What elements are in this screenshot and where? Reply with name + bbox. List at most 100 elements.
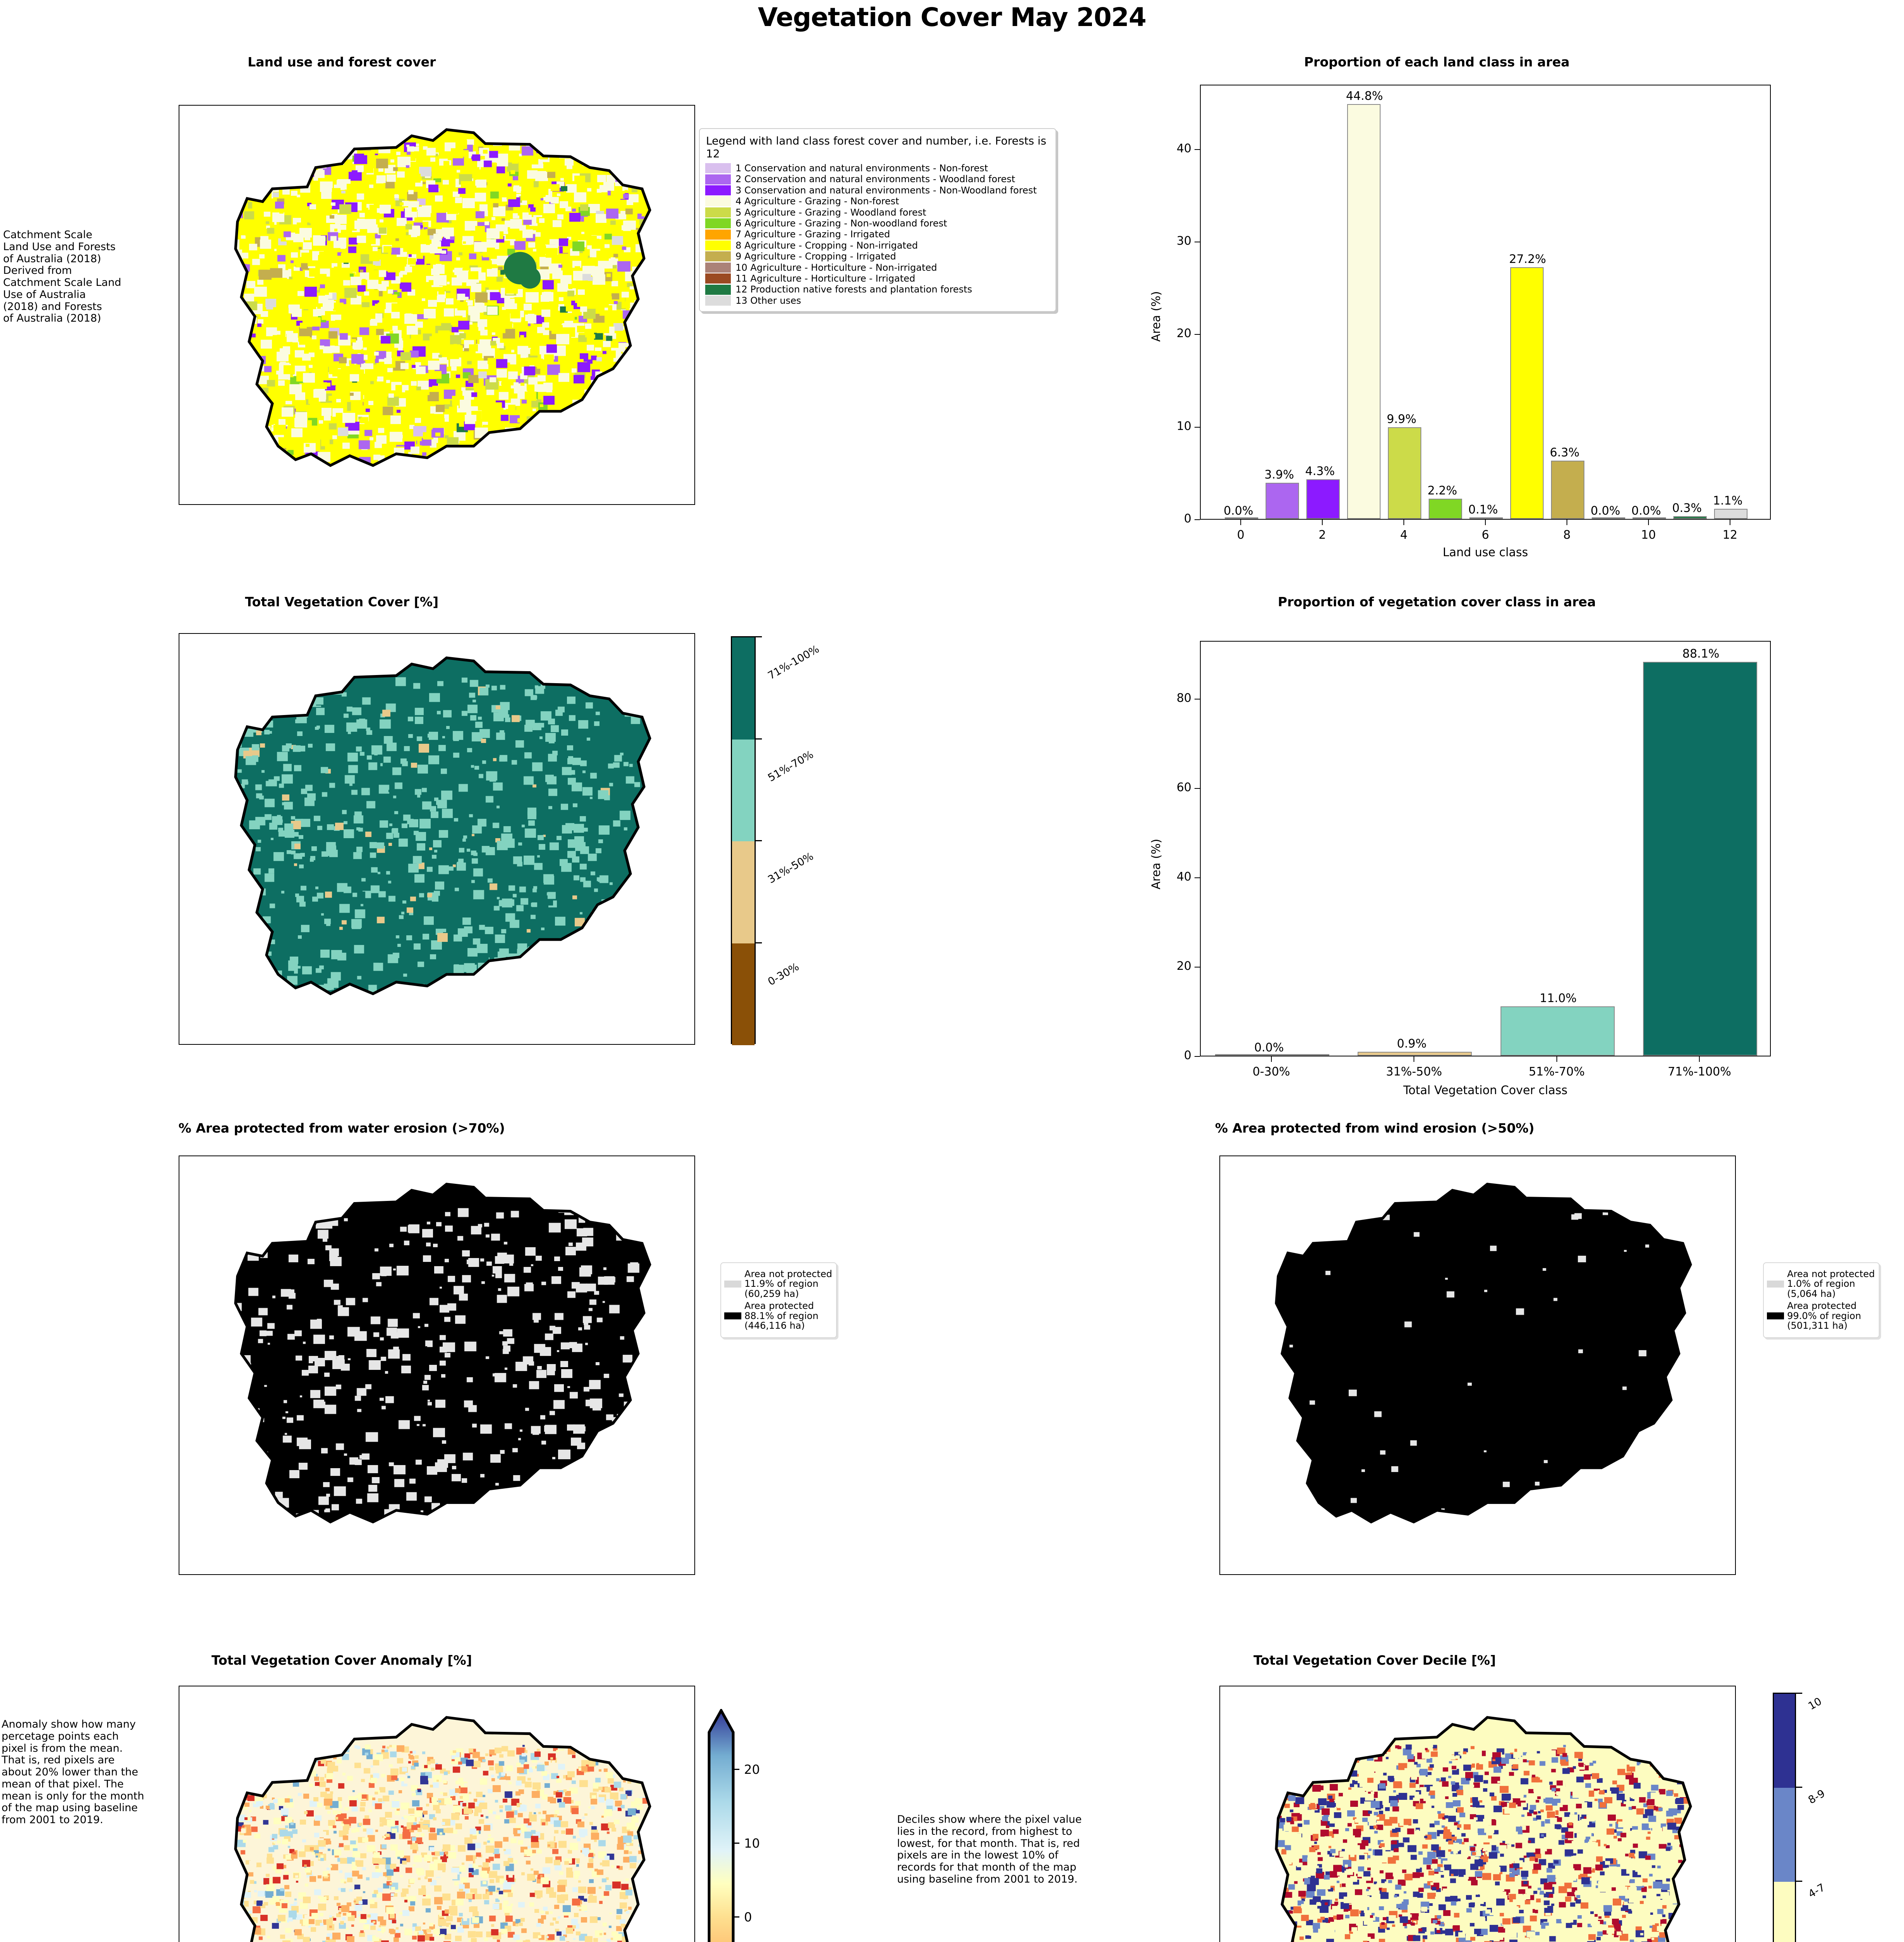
- colorbar-segment: [1774, 1694, 1795, 1788]
- bar[interactable]: [1306, 479, 1340, 519]
- bar[interactable]: [1643, 662, 1758, 1056]
- legend-item-label: Area protected 88.1% of region (446,116 …: [744, 1300, 819, 1331]
- water-erosion-map[interactable]: [179, 1155, 695, 1575]
- veg-cover-map-graphic: [234, 656, 652, 995]
- legend-item: 1 Conservation and natural environments …: [705, 163, 1050, 173]
- bar-value-label: 0.0%: [1591, 504, 1621, 518]
- colorbar-tick-label: 4-7: [1806, 1881, 1827, 1900]
- colorbar-tick-label: 0: [744, 1910, 752, 1925]
- legend-item: 12 Production native forests and plantat…: [705, 284, 1050, 295]
- bar-value-label: 0.0%: [1224, 504, 1254, 518]
- bar[interactable]: [1632, 517, 1666, 519]
- bar1-ylabel: Area (%): [1149, 291, 1163, 342]
- colorbar-tick-mark: [1796, 1787, 1802, 1788]
- legend-item-label: 8 Agriculture - Cropping - Non-irrigated: [736, 240, 918, 251]
- legend-item: 11 Agriculture - Horticulture - Irrigate…: [705, 273, 1050, 284]
- land-class-bar-chart[interactable]: [1200, 85, 1771, 520]
- bar-value-label: 3.9%: [1264, 468, 1294, 482]
- anomaly-note: Anomaly show how many percetage points e…: [2, 1718, 144, 1826]
- colorbar-tick-mark: [733, 1916, 739, 1918]
- bar-value-label: 0.3%: [1672, 501, 1702, 515]
- legend-swatch-11: [705, 273, 731, 284]
- page-title: Vegetation Cover May 2024: [758, 2, 1147, 32]
- bar-value-label: 6.3%: [1550, 445, 1580, 459]
- x-axis-tick-label: 51%-70%: [1528, 1065, 1585, 1079]
- legend-item: 8 Agriculture - Cropping - Non-irrigated: [705, 240, 1050, 251]
- legend-item-label: 7 Agriculture - Grazing - Irrigated: [736, 229, 890, 240]
- legend-swatch-2: [705, 174, 731, 184]
- bar[interactable]: [1428, 498, 1462, 519]
- decile-map[interactable]: [1219, 1686, 1736, 1942]
- x-axis-tick-mark: [1403, 520, 1404, 525]
- x-axis-tick-label: 0-30%: [1252, 1065, 1290, 1079]
- colorbar-tick-mark: [1796, 1881, 1802, 1882]
- legend-swatch-10: [705, 262, 731, 273]
- legend-item-label: 12 Production native forests and plantat…: [736, 284, 972, 295]
- anomaly-map[interactable]: [179, 1686, 695, 1942]
- bar[interactable]: [1265, 483, 1299, 519]
- colorbar-tick-mark: [756, 840, 762, 841]
- y-axis-tick-label: 20: [1176, 959, 1191, 973]
- bar[interactable]: [1591, 517, 1626, 519]
- bar[interactable]: [1215, 1054, 1329, 1056]
- legend-item: 5 Agriculture - Grazing - Woodland fores…: [705, 207, 1050, 218]
- legend-item-label: Area protected 99.0% of region (501,311 …: [1787, 1300, 1861, 1331]
- y-axis-tick-mark: [1195, 1056, 1200, 1057]
- bar[interactable]: [1714, 508, 1748, 519]
- wind-erosion-map-graphic: [1275, 1183, 1692, 1524]
- wind-erosion-title: % Area protected from wind erosion (>50%…: [1215, 1121, 1535, 1136]
- y-axis-tick-label: 80: [1176, 691, 1191, 705]
- colorbar-tick-label: 10: [1806, 1695, 1824, 1712]
- decile-note: Deciles show where the pixel value lies …: [897, 1813, 1082, 1885]
- anomaly-map-title: Total Vegetation Cover Anomaly [%]: [211, 1653, 472, 1668]
- legend-item-label: 13 Other uses: [736, 295, 801, 306]
- colorbar-tick-label: 51%-70%: [766, 748, 816, 784]
- legend-item-label: 4 Agriculture - Grazing - Non-forest: [736, 196, 899, 207]
- y-axis-tick-mark: [1195, 149, 1200, 150]
- legend-item: 13 Other uses: [705, 295, 1050, 306]
- y-axis-tick-label: 40: [1176, 870, 1191, 884]
- bar-value-label: 44.8%: [1346, 89, 1383, 103]
- colorbar-tick-label: 10: [744, 1836, 760, 1851]
- bar[interactable]: [1388, 427, 1422, 519]
- legend-swatch-12: [705, 284, 731, 295]
- x-axis-tick-mark: [1240, 520, 1241, 525]
- colorbar-tick-mark: [756, 942, 762, 943]
- bar[interactable]: [1347, 104, 1381, 519]
- legend-swatch-7: [705, 229, 731, 240]
- bar[interactable]: [1358, 1051, 1472, 1056]
- veg-cover-map[interactable]: [179, 633, 695, 1045]
- legend-item: 4 Agriculture - Grazing - Non-forest: [705, 196, 1050, 207]
- bar-value-label: 4.3%: [1305, 464, 1335, 478]
- y-axis-tick-mark: [1195, 334, 1200, 335]
- legend-swatch-9: [705, 251, 731, 262]
- bar[interactable]: [1673, 516, 1707, 519]
- bar-value-label: 2.2%: [1428, 484, 1457, 498]
- bar[interactable]: [1469, 517, 1503, 519]
- land-class-bar-title: Proportion of each land class in area: [1304, 54, 1570, 70]
- bar[interactable]: [1510, 267, 1544, 519]
- land-use-legend: Legend with land class forest cover and …: [699, 128, 1056, 312]
- colorbar-tick-label: 8-9: [1806, 1787, 1827, 1806]
- wind-erosion-map[interactable]: [1219, 1155, 1736, 1575]
- bar2-ylabel: Area (%): [1149, 839, 1163, 890]
- colorbar-tick-label: 0-30%: [766, 961, 802, 988]
- bar[interactable]: [1224, 517, 1259, 519]
- legend-item-label: 6 Agriculture - Grazing - Non-woodland f…: [736, 218, 947, 229]
- y-axis-tick-label: 10: [1176, 419, 1191, 433]
- x-axis-tick-mark: [1485, 520, 1486, 525]
- legend-item: Area not protected 11.9% of region (60,2…: [724, 1269, 833, 1299]
- land-use-map[interactable]: [179, 105, 695, 505]
- x-axis-tick-mark: [1271, 1056, 1272, 1062]
- bar-value-label: 0.0%: [1631, 504, 1661, 518]
- legend-item-label: 11 Agriculture - Horticulture - Irrigate…: [736, 273, 915, 284]
- bar[interactable]: [1500, 1006, 1615, 1056]
- veg-cover-bar-chart[interactable]: [1200, 641, 1771, 1056]
- colorbar-segment: [1774, 1788, 1795, 1882]
- x-axis-tick-mark: [1322, 520, 1323, 525]
- bar-value-label: 1.1%: [1713, 494, 1743, 508]
- y-axis-tick-mark: [1195, 877, 1200, 878]
- bar[interactable]: [1551, 460, 1585, 519]
- veg-cover-map-title: Total Vegetation Cover [%]: [245, 594, 439, 609]
- y-axis-tick-label: 30: [1176, 234, 1191, 248]
